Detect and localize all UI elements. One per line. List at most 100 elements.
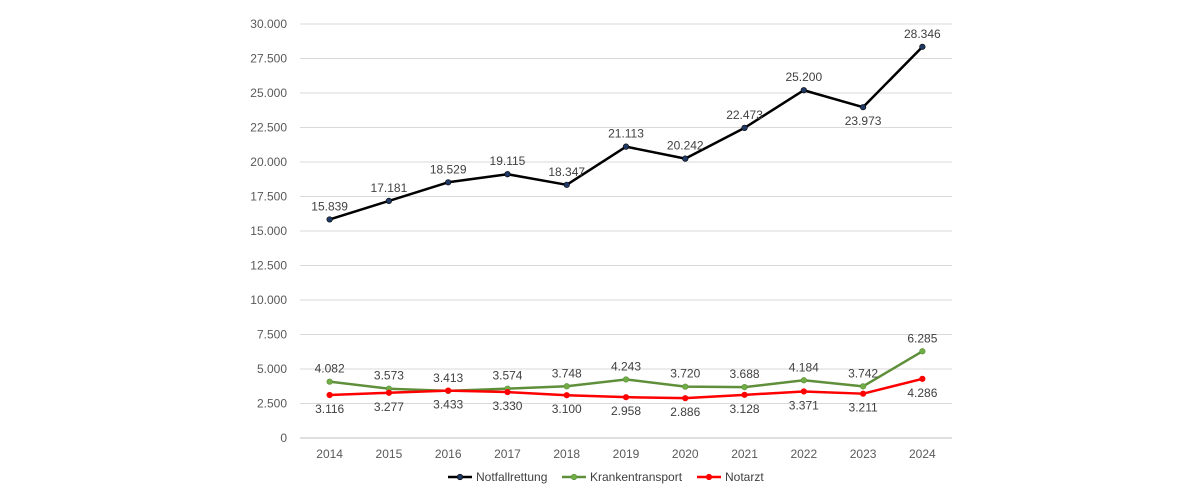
data-point	[385, 389, 393, 396]
data-label: 3.371	[789, 398, 819, 412]
data-point	[563, 392, 570, 399]
data-point	[800, 388, 807, 395]
data-label: 18.347	[548, 165, 585, 179]
data-point	[859, 390, 867, 397]
legend-item-notfallrettung: Notfallrettung	[448, 470, 547, 484]
y-tick-label: 20.000	[250, 155, 287, 169]
data-point	[326, 391, 333, 399]
data-label: 15.839	[311, 199, 348, 213]
data-label: 3.433	[433, 398, 463, 412]
data-label: 21.113	[608, 127, 644, 141]
data-label: 20.242	[667, 139, 704, 153]
data-label: 22.473	[726, 108, 763, 122]
x-tick-label: 2015	[376, 447, 403, 461]
data-label: 3.116	[315, 402, 344, 416]
data-point	[326, 216, 333, 223]
data-label: 3.720	[670, 367, 700, 381]
data-label: 3.277	[374, 400, 404, 414]
data-point	[919, 43, 926, 50]
legend-label: Notarzt	[725, 470, 764, 484]
legend-label: Krankentransport	[590, 470, 683, 484]
data-point	[445, 179, 452, 186]
data-point	[504, 171, 511, 178]
data-point	[682, 155, 689, 162]
data-label: 19.115	[490, 154, 526, 168]
data-label: 4.184	[789, 360, 819, 374]
data-label: 3.413	[433, 371, 463, 385]
data-label: 2.886	[670, 405, 700, 419]
data-label: 3.211	[849, 401, 878, 415]
data-label: 3.574	[492, 369, 522, 383]
data-label: 4.082	[315, 362, 345, 376]
data-point	[445, 387, 452, 394]
y-tick-label: 5.000	[257, 362, 287, 376]
y-tick-label: 10.000	[250, 293, 287, 307]
legend-label: Notfallrettung	[476, 470, 547, 484]
data-point	[504, 388, 511, 396]
data-point	[741, 124, 748, 131]
y-tick-label: 0	[280, 431, 287, 445]
legend: Notfallrettung Krankentransport Notarzt	[448, 470, 764, 484]
data-point	[800, 377, 807, 384]
y-tick-label: 25.000	[250, 86, 287, 100]
x-tick-label: 2016	[435, 447, 462, 461]
y-tick-label: 17.500	[250, 190, 287, 204]
data-labels: 15.839 17.181 18.529 19.115 18.347 21.113 20.2…	[311, 27, 941, 419]
gridlines	[300, 23, 952, 439]
legend-swatch-marker	[705, 473, 713, 481]
data-point	[563, 383, 570, 390]
data-point	[859, 104, 867, 111]
data-label: 3.330	[492, 399, 522, 413]
series-notarzt	[326, 375, 926, 402]
data-point	[385, 197, 393, 205]
y-tick-label: 15.000	[250, 224, 287, 238]
data-point	[919, 375, 926, 382]
y-axis: 0 2.500 5.000 7.500 10.000 12.500 15.000 17.500…	[250, 17, 287, 445]
data-label: 18.529	[430, 162, 467, 176]
data-point	[682, 383, 689, 390]
x-tick-label: 2019	[613, 447, 640, 461]
data-label: 3.742	[848, 366, 878, 380]
legend-swatch-marker	[456, 473, 464, 481]
x-tick-label: 2018	[553, 447, 580, 461]
x-tick-label: 2021	[731, 447, 758, 461]
data-label: 23.973	[845, 114, 882, 128]
data-label: 25.200	[785, 70, 822, 84]
data-point	[622, 143, 630, 150]
x-tick-label: 2017	[494, 447, 521, 461]
data-label: 17.181	[371, 181, 408, 195]
y-tick-label: 2.500	[257, 397, 287, 411]
data-point	[859, 383, 867, 390]
data-point	[682, 395, 689, 402]
y-tick-label: 30.000	[250, 17, 287, 31]
legend-swatch-marker	[570, 473, 578, 481]
y-tick-label: 12.500	[250, 259, 287, 273]
data-label: 6.285	[907, 331, 937, 345]
data-point	[622, 376, 630, 383]
data-point	[800, 87, 807, 94]
data-point	[741, 384, 748, 391]
data-label: 28.346	[904, 27, 941, 41]
data-point	[741, 391, 748, 398]
data-point	[919, 348, 926, 355]
data-label: 2.958	[611, 404, 641, 418]
data-label: 3.573	[374, 369, 404, 383]
data-label: 3.748	[552, 366, 582, 380]
series-notfallrettung	[326, 43, 926, 223]
data-point	[326, 378, 333, 385]
x-tick-label: 2014	[316, 447, 343, 461]
x-tick-label: 2020	[672, 447, 699, 461]
series-layer	[326, 43, 926, 402]
legend-item-notarzt: Notarzt	[697, 470, 764, 484]
x-tick-label: 2024	[909, 447, 936, 461]
data-point	[622, 394, 630, 401]
legend-item-krankentransport: Krankentransport	[562, 470, 683, 484]
x-tick-label: 2023	[850, 447, 877, 461]
y-tick-label: 22.500	[250, 121, 287, 135]
data-label: 4.243	[611, 359, 641, 373]
data-label: 3.128	[730, 402, 760, 416]
x-tick-label: 2022	[790, 447, 817, 461]
data-point	[563, 181, 570, 188]
y-tick-label: 27.500	[250, 52, 287, 66]
